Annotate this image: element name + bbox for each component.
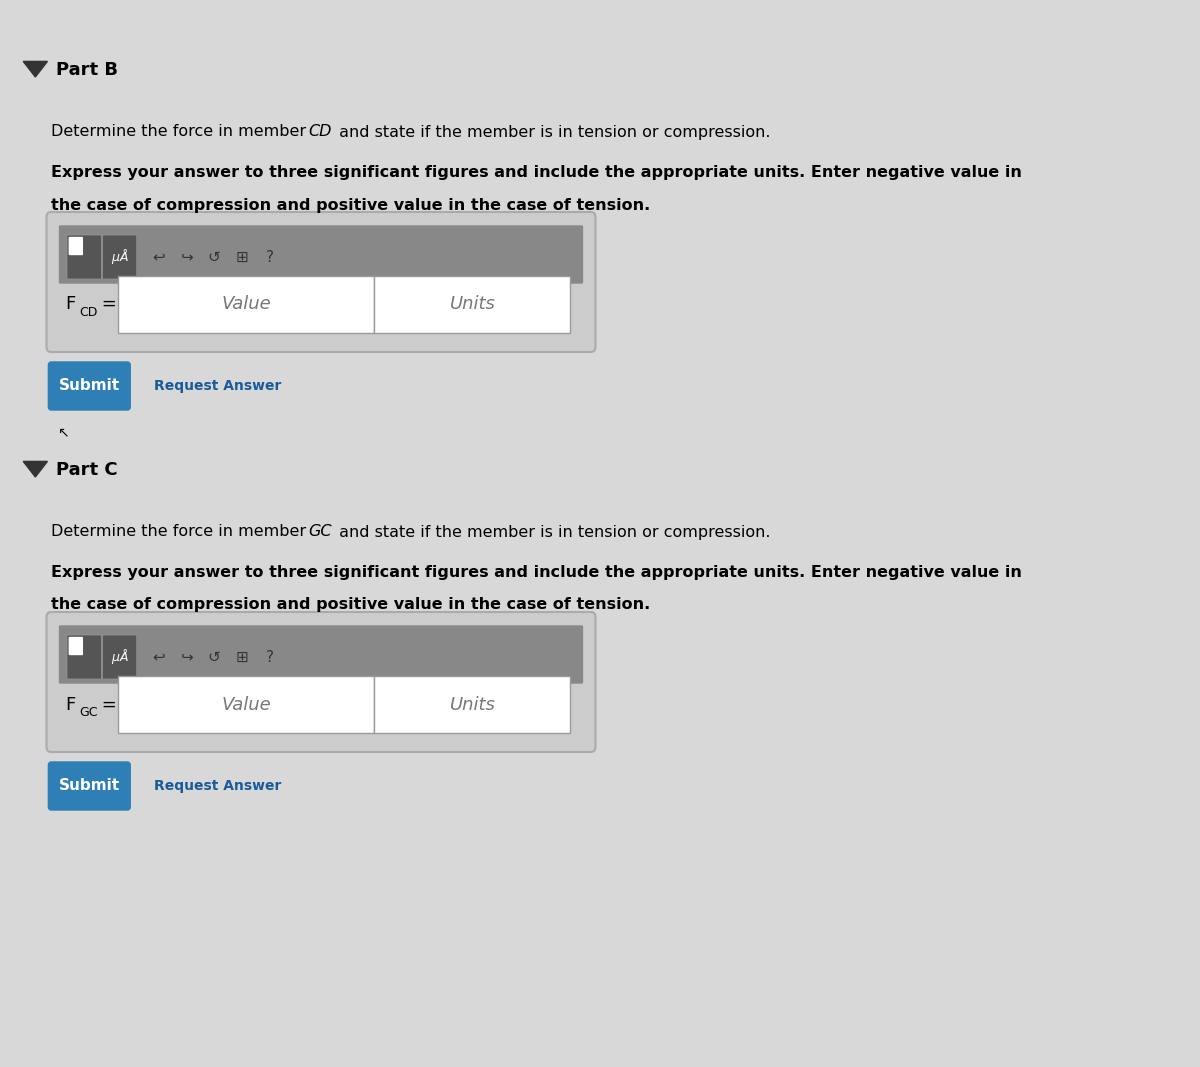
- Text: ?: ?: [266, 250, 274, 265]
- Text: Part B: Part B: [56, 61, 118, 79]
- Text: ↪: ↪: [180, 250, 192, 265]
- Text: GC: GC: [79, 706, 97, 719]
- FancyBboxPatch shape: [48, 362, 131, 410]
- FancyBboxPatch shape: [47, 212, 595, 352]
- Text: ↺: ↺: [208, 250, 221, 265]
- FancyBboxPatch shape: [48, 762, 131, 810]
- Text: $\mu\AA$: $\mu\AA$: [110, 248, 128, 267]
- Text: GC: GC: [308, 525, 331, 540]
- Text: and state if the member is in tension or compression.: and state if the member is in tension or…: [334, 525, 770, 540]
- Text: =: =: [96, 296, 116, 314]
- FancyBboxPatch shape: [102, 635, 137, 679]
- Text: =: =: [96, 696, 116, 714]
- FancyBboxPatch shape: [60, 226, 582, 283]
- Text: Submit: Submit: [59, 779, 120, 794]
- Text: CD: CD: [79, 306, 97, 319]
- FancyBboxPatch shape: [70, 637, 83, 654]
- Text: Units: Units: [450, 696, 496, 714]
- Text: ↩: ↩: [151, 650, 164, 665]
- FancyBboxPatch shape: [118, 676, 374, 733]
- Text: Express your answer to three significant figures and include the appropriate uni: Express your answer to three significant…: [52, 564, 1022, 579]
- FancyBboxPatch shape: [102, 235, 137, 278]
- Text: Units: Units: [450, 296, 496, 314]
- FancyBboxPatch shape: [374, 676, 570, 733]
- FancyBboxPatch shape: [374, 276, 570, 333]
- FancyBboxPatch shape: [47, 612, 595, 752]
- Text: Request Answer: Request Answer: [154, 779, 281, 793]
- FancyBboxPatch shape: [60, 626, 582, 683]
- Text: Determine the force in member: Determine the force in member: [52, 525, 312, 540]
- Text: the case of compression and positive value in the case of tension.: the case of compression and positive val…: [52, 197, 650, 212]
- Text: ↩: ↩: [151, 250, 164, 265]
- Text: Determine the force in member: Determine the force in member: [52, 125, 312, 140]
- Text: ⊞: ⊞: [235, 250, 248, 265]
- Text: CD: CD: [308, 125, 331, 140]
- Text: ↖: ↖: [58, 425, 70, 439]
- Text: Submit: Submit: [59, 379, 120, 394]
- Text: the case of compression and positive value in the case of tension.: the case of compression and positive val…: [52, 598, 650, 612]
- FancyBboxPatch shape: [67, 635, 102, 679]
- Text: Request Answer: Request Answer: [154, 379, 281, 393]
- Text: F: F: [65, 296, 76, 314]
- Text: ↪: ↪: [180, 650, 192, 665]
- Text: Express your answer to three significant figures and include the appropriate uni: Express your answer to three significant…: [52, 164, 1022, 179]
- Text: ⊞: ⊞: [235, 650, 248, 665]
- Text: Value: Value: [221, 696, 271, 714]
- Text: ↺: ↺: [208, 650, 221, 665]
- Text: ?: ?: [266, 650, 274, 665]
- FancyBboxPatch shape: [67, 235, 102, 278]
- Text: and state if the member is in tension or compression.: and state if the member is in tension or…: [334, 125, 770, 140]
- FancyBboxPatch shape: [70, 238, 83, 255]
- Text: F: F: [65, 696, 76, 714]
- Text: $\mu\AA$: $\mu\AA$: [110, 648, 128, 667]
- Polygon shape: [23, 62, 48, 77]
- FancyBboxPatch shape: [118, 276, 374, 333]
- Polygon shape: [23, 461, 48, 477]
- Text: Part C: Part C: [56, 461, 118, 479]
- Text: Value: Value: [221, 296, 271, 314]
